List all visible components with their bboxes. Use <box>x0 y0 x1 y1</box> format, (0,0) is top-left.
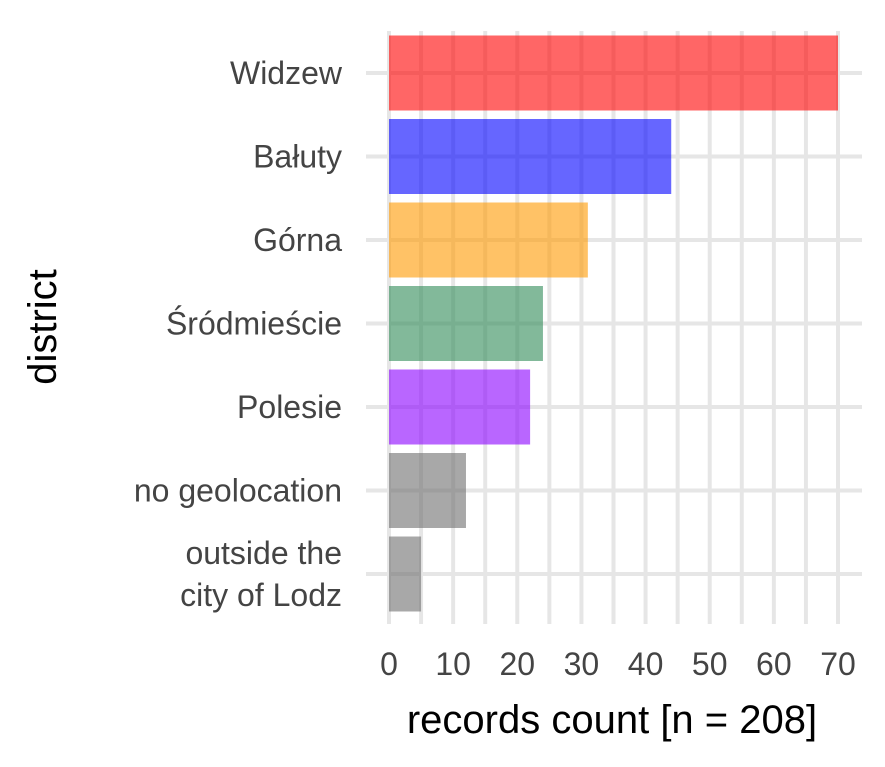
x-tick-label: 70 <box>820 646 856 682</box>
y-axis-title: district <box>21 269 65 385</box>
y-tick-label: city of Lodz <box>180 577 342 613</box>
y-tick-label: outside the <box>185 535 342 571</box>
bar <box>389 35 838 111</box>
x-axis-title: records count [n = 208] <box>407 698 817 742</box>
x-tick-label: 40 <box>628 646 664 682</box>
bars <box>389 35 838 612</box>
y-tick-label: Polesie <box>237 389 342 425</box>
y-tick-label: Śródmieście <box>166 306 342 342</box>
x-tick-label: 20 <box>499 646 535 682</box>
x-tick-label: 60 <box>756 646 792 682</box>
bar <box>389 286 543 361</box>
y-tick-label: Widzew <box>230 55 343 91</box>
y-tick-label: no geolocation <box>134 473 342 509</box>
y-tick-label: Górna <box>253 222 342 258</box>
x-tick-labels: 0 10 20 30 40 50 60 70 <box>380 646 856 682</box>
bar <box>389 119 672 194</box>
x-tick-label: 30 <box>564 646 600 682</box>
bar <box>389 453 466 528</box>
bar <box>389 202 588 278</box>
y-tick-labels: Widzew Bałuty Górna Śródmieście Polesie no ge… <box>134 55 343 613</box>
bar <box>389 369 531 445</box>
x-tick-label: 10 <box>435 646 471 682</box>
bar <box>389 536 422 612</box>
x-tick-label: 0 <box>380 646 398 682</box>
x-tick-label: 50 <box>692 646 728 682</box>
y-tick-label: Bałuty <box>253 139 342 175</box>
